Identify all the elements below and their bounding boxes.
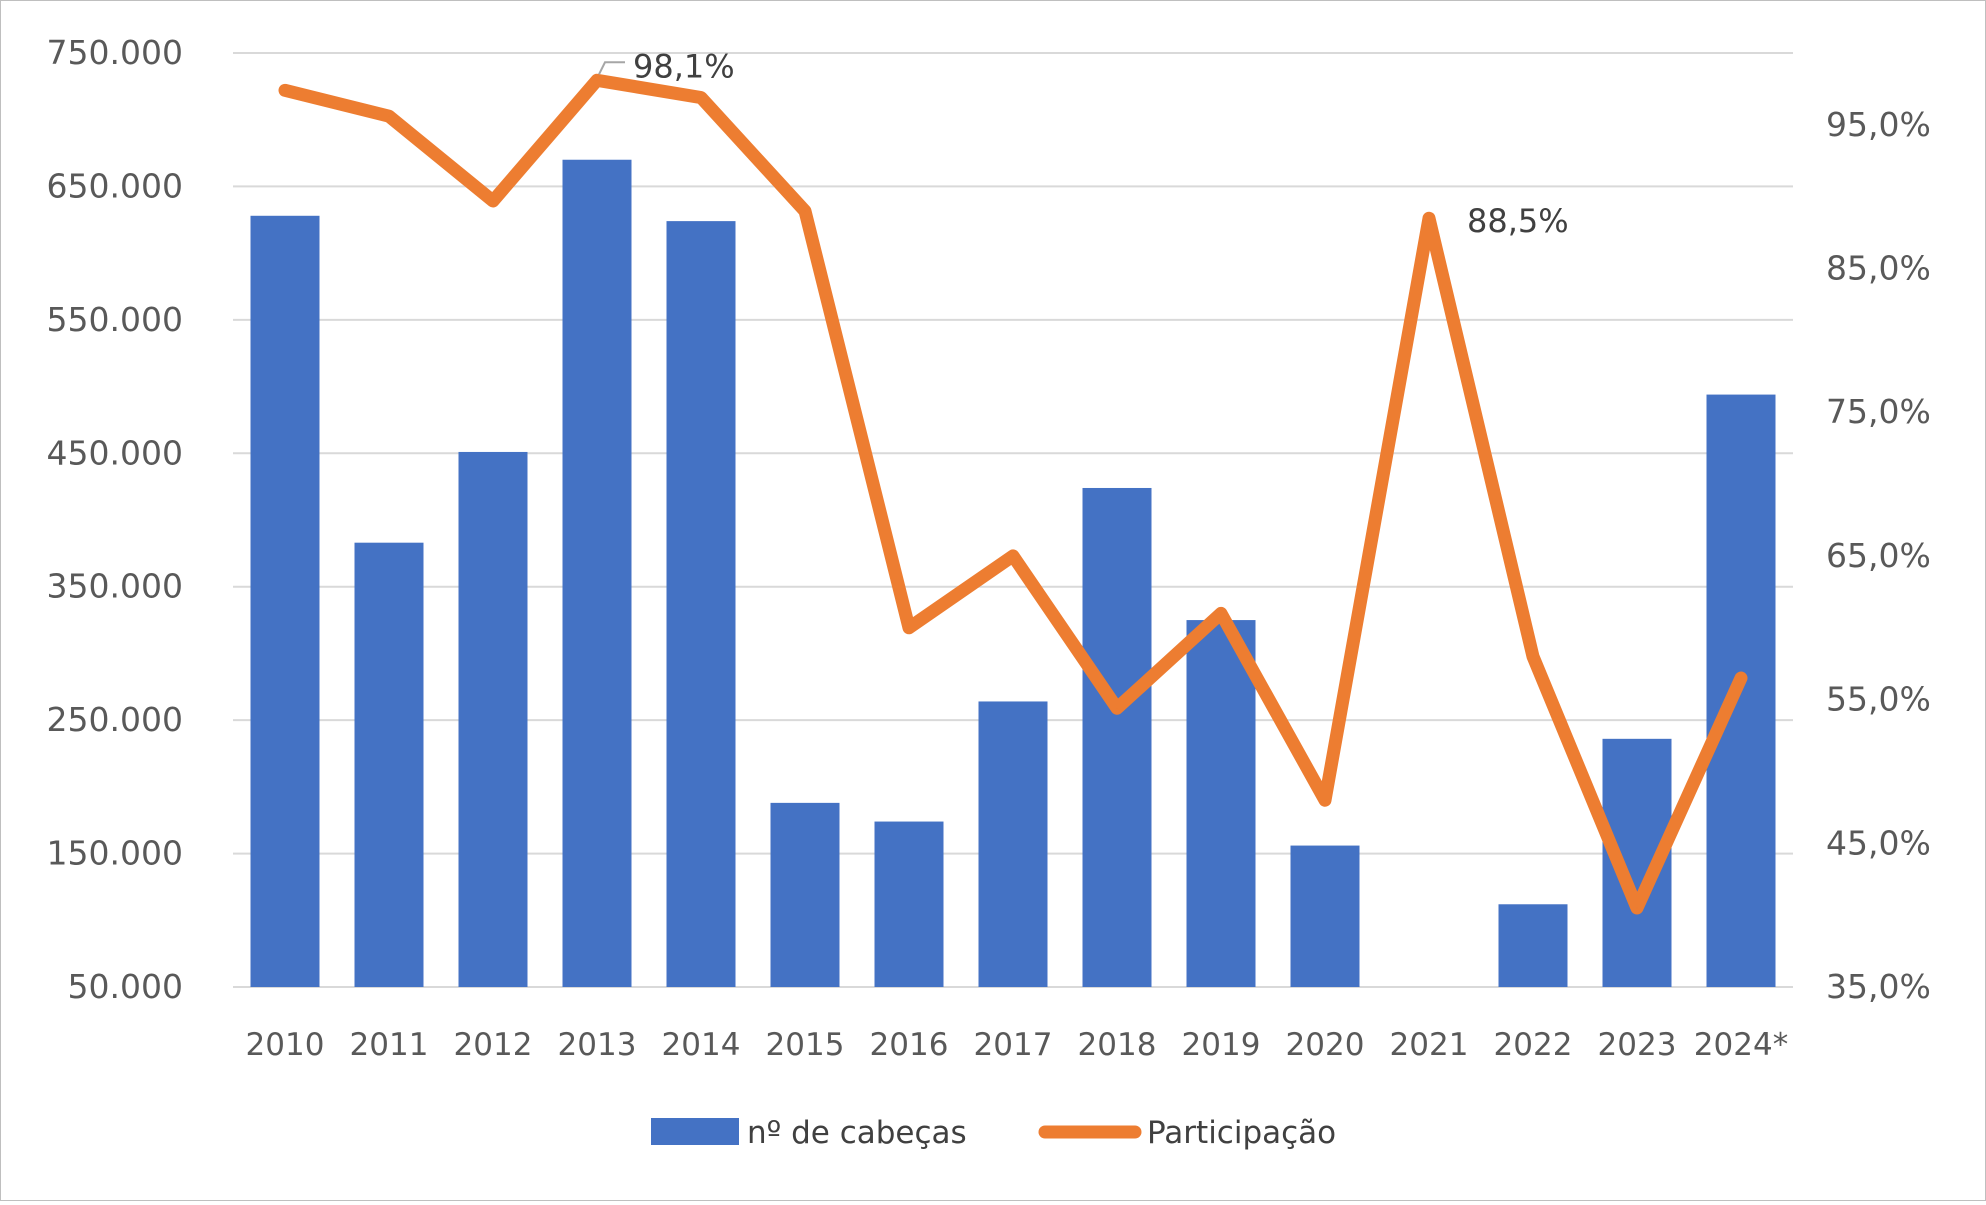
line-point [804,210,806,213]
line-point [1220,612,1222,615]
line-point [700,96,702,99]
bar [666,221,736,987]
x-tick-label: 2019 [1182,1027,1261,1063]
y-axis-right: 35,0% 45,0% 55,0% 65,0% 75,0% 85,0% 95,0% [1826,105,1931,1006]
x-tick-label: 2023 [1598,1027,1677,1063]
x-tick-label: 2018 [1078,1027,1157,1063]
line-point [1428,217,1430,220]
line-point [1532,655,1534,658]
x-tick-label: 2015 [766,1027,845,1063]
line-point [388,115,390,118]
y-left-tick-label: 650.000 [47,166,183,205]
bar [354,542,424,987]
y-right-tick-label: 65,0% [1826,536,1931,575]
x-tick-label: 2011 [350,1027,429,1063]
y-left-tick-label: 350.000 [47,567,183,606]
x-tick-label: 2014 [662,1027,741,1063]
y-left-tick-label: 150.000 [47,834,183,873]
y-axis-left: 50.000 150.000 250.000 350.000 450.000 550.00… [47,33,183,1006]
line-point [1116,707,1118,710]
y-right-tick-label: 95,0% [1826,105,1931,144]
data-label: 88,5% [1467,202,1569,240]
line-point [1636,906,1638,909]
line-point [1740,677,1742,680]
bar-series [250,159,1776,988]
bar [458,451,528,987]
y-left-tick-label: 50.000 [68,967,183,1006]
bar [1498,904,1568,987]
line-point [284,89,286,92]
x-tick-label: 2020 [1286,1027,1365,1063]
bar [978,701,1048,987]
bar [250,215,320,988]
y-left-tick-label: 550.000 [47,300,183,339]
x-tick-label: 2021 [1390,1027,1469,1063]
line-point [1324,799,1326,802]
bar [874,821,944,987]
x-tick-label: 2017 [974,1027,1053,1063]
x-tick-label: 2010 [246,1027,325,1063]
legend-label-bars: nº de cabeças [747,1115,967,1151]
legend-swatch-bars [651,1118,739,1145]
data-label: 98,1% [633,47,735,85]
bar [1082,487,1152,987]
bar [1186,620,1256,987]
y-right-tick-label: 55,0% [1826,680,1931,719]
x-tick-label: 2016 [870,1027,949,1063]
legend: nº de cabeças Participação [651,1115,1336,1151]
bar [562,159,632,987]
label-leader-line [598,61,625,75]
y-left-tick-label: 750.000 [47,33,183,72]
data-labels: 98,1% 88,5% [598,47,1569,240]
y-right-tick-label: 85,0% [1826,249,1931,288]
x-tick-label: 2022 [1494,1027,1573,1063]
line-point [492,200,494,203]
y-right-tick-label: 35,0% [1826,967,1931,1006]
line-point [596,79,598,82]
x-tick-label: 2013 [558,1027,637,1063]
line-point [1012,554,1014,557]
line-series [278,73,1748,915]
bar [770,802,840,987]
y-left-tick-label: 250.000 [47,700,183,739]
y-left-tick-label: 450.000 [47,433,183,472]
x-axis: 2010 2011 2012 2013 2014 2015 2016 2017 2018 2019… [246,1027,1789,1063]
legend-label-line: Participação [1147,1115,1336,1151]
bar [1290,845,1360,987]
x-tick-label: 2012 [454,1027,533,1063]
y-right-tick-label: 45,0% [1826,823,1931,862]
x-tick-label: 2024* [1694,1027,1788,1063]
line-point [908,626,910,629]
y-right-tick-label: 75,0% [1826,392,1931,431]
